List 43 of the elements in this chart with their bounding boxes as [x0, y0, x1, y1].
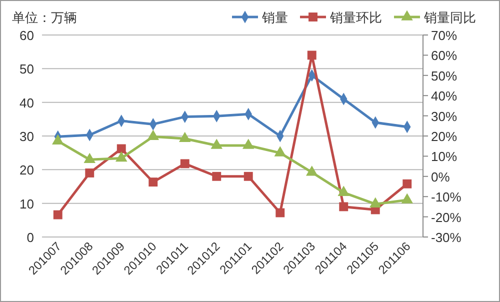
y2-tick-label: 60%	[431, 48, 458, 64]
point	[244, 172, 253, 181]
point	[276, 208, 285, 218]
y-tick-label: 10	[20, 196, 34, 212]
point	[338, 186, 350, 196]
point	[212, 172, 222, 181]
y2-tick-label: -20%	[431, 210, 462, 225]
y2-tick-label: 40%	[431, 88, 458, 104]
legend-label: 销量	[261, 10, 288, 25]
point	[52, 134, 64, 144]
y2-tick-label: -30%	[431, 230, 462, 245]
point	[85, 168, 94, 178]
point	[115, 151, 128, 162]
point	[401, 193, 414, 204]
y-axis-title: 单位：万辆	[12, 10, 77, 25]
point	[402, 179, 412, 188]
y-tick-label: 0	[26, 230, 34, 245]
point	[306, 166, 318, 176]
point	[339, 202, 348, 212]
y2-tick-label: 10%	[431, 149, 458, 164]
point	[84, 152, 96, 164]
y2-tick-label: 0%	[431, 169, 450, 184]
y-tick-label: 40	[20, 95, 34, 110]
y2-tick-label: 50%	[431, 68, 458, 84]
point	[180, 159, 190, 168]
point	[210, 138, 223, 149]
y-tick-label: 50	[20, 62, 34, 77]
point	[147, 130, 160, 140]
y2-tick-label: 20%	[431, 129, 458, 144]
point	[148, 178, 158, 187]
y-tick-label: 30	[20, 129, 34, 144]
legend-label: 销量同比	[423, 10, 476, 25]
y-tick-label: 60	[20, 28, 34, 43]
point	[178, 132, 191, 142]
y2-tick-label: -10%	[431, 190, 462, 205]
y-tick-label: 20	[20, 162, 34, 178]
y2-tick-label: 30%	[431, 108, 458, 124]
point	[242, 138, 254, 149]
y2-tick-label: 70%	[431, 28, 458, 43]
point	[53, 210, 62, 220]
point	[274, 146, 286, 156]
point	[116, 144, 126, 154]
legend-label: 销量环比	[329, 10, 382, 25]
